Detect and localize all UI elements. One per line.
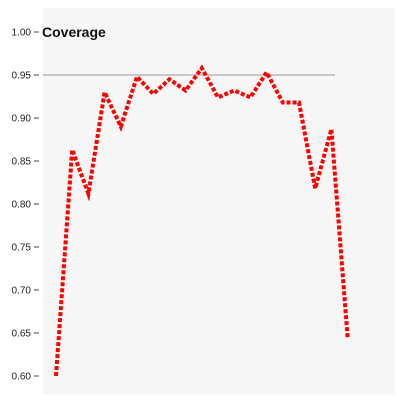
series-line [54, 64, 350, 377]
y-tick-label: 0.60 [12, 372, 32, 383]
y-tick-label: 0.70 [12, 286, 32, 297]
plot-background [43, 8, 395, 395]
chart-title: Coverage [42, 24, 106, 40]
y-tick-label: 0.85 [12, 157, 32, 168]
y-tick-label: 0.80 [12, 200, 32, 211]
y-axis: 0.60 0.65 0.70 0.75 0.80 0.85 0.90 0.95 1.00 [12, 28, 39, 383]
y-tick-label: 0.65 [12, 329, 32, 340]
y-tick-label: 0.90 [12, 114, 32, 125]
y-tick-label: 1.00 [12, 28, 32, 39]
series-layer [54, 64, 350, 377]
y-tick-label: 0.75 [12, 243, 32, 254]
y-tick-label: 0.95 [12, 71, 32, 82]
